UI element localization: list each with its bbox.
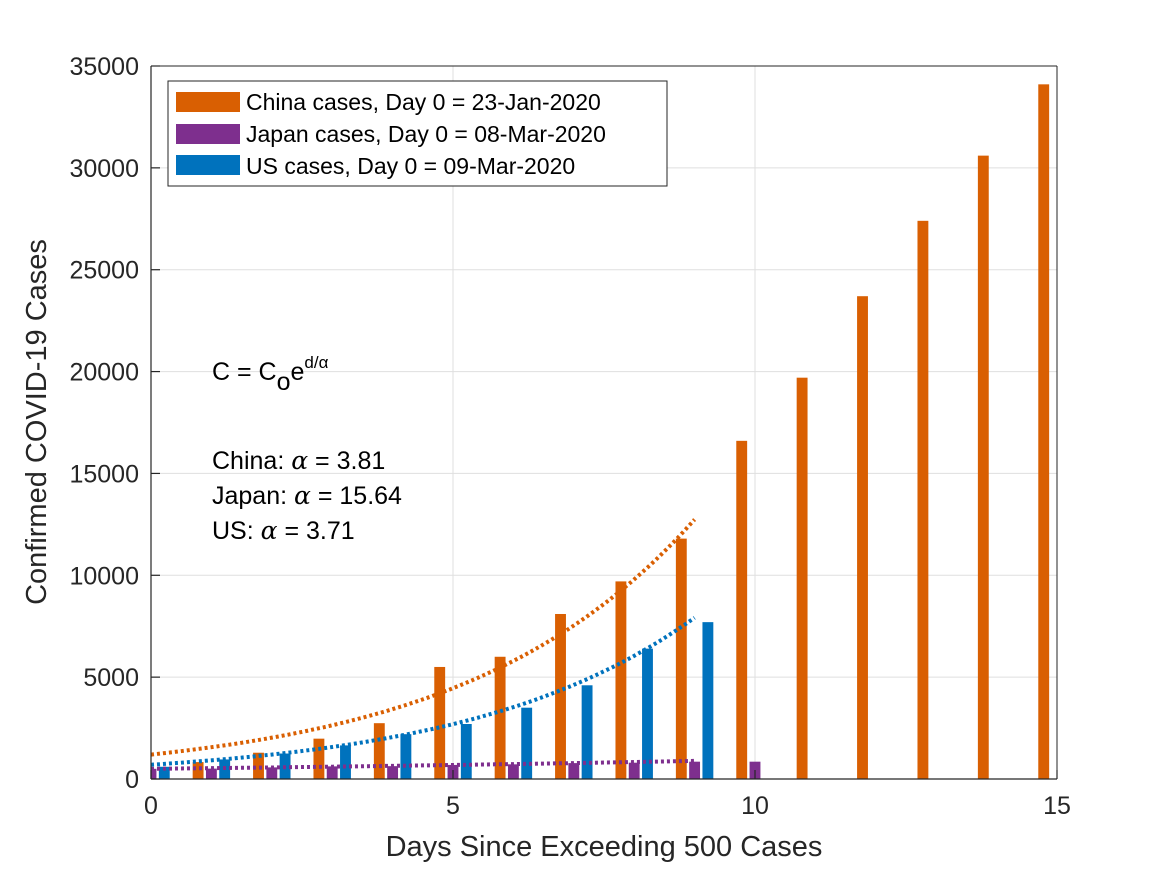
bar-japan-day-7 xyxy=(568,763,580,779)
fit-curve-japan xyxy=(150,758,695,771)
bar-japan-day-9 xyxy=(689,761,701,779)
bar-china-day-9 xyxy=(675,538,687,779)
alpha-china: China: α = 3.81 xyxy=(212,446,385,475)
x-tick-label: 0 xyxy=(144,792,158,820)
formula-exponent: d/α xyxy=(304,353,328,372)
bar-china-day-13 xyxy=(917,220,929,779)
x-axis-label: Days Since Exceeding 500 Cases xyxy=(386,831,823,863)
bar-japan-day-3 xyxy=(326,766,338,779)
legend-box xyxy=(167,80,668,187)
bar-china-day-2 xyxy=(253,752,264,779)
axes xyxy=(150,65,1058,780)
bar-china-day-5 xyxy=(434,666,446,779)
bar-china-day-15 xyxy=(1038,84,1050,779)
fit-curves xyxy=(150,518,697,771)
legend-swatch-us xyxy=(176,155,240,175)
x-tick-label: 5 xyxy=(446,792,460,820)
bar-china-day-7 xyxy=(555,613,566,779)
bar-japan-day-8 xyxy=(628,762,640,779)
x-tick-label: 15 xyxy=(1043,792,1071,820)
formula-lhs: C = C xyxy=(212,358,277,386)
legend: China cases, Day 0 = 23-Jan-2020 Japan c… xyxy=(167,80,668,187)
bar-china-day-4 xyxy=(373,723,385,779)
bar-china-day-11 xyxy=(796,377,808,779)
tick-labels: 0 5 10 15 0 5000 10000 15000 20000 25000 30000 3500… xyxy=(69,53,1070,820)
fit-curve-china xyxy=(150,518,697,757)
bar-us-day-0 xyxy=(158,766,170,779)
bar-japan-day-2 xyxy=(266,767,278,779)
bar-japan-day-1 xyxy=(205,768,217,779)
bar-us-day-4 xyxy=(400,734,412,779)
legend-entry-us: US cases, Day 0 = 09-Mar-2020 xyxy=(246,153,575,179)
legend-swatch-china xyxy=(176,92,240,112)
bar-us-day-3 xyxy=(340,745,351,779)
legend-entry-china: China cases, Day 0 = 23-Jan-2020 xyxy=(246,89,601,115)
x-tick-label: 10 xyxy=(741,792,769,820)
bar-japan-day-6 xyxy=(507,764,519,779)
y-tick-label: 15000 xyxy=(69,460,139,488)
bar-us-day-8 xyxy=(642,648,653,779)
y-tick-label: 35000 xyxy=(69,53,139,81)
y-tick-label: 5000 xyxy=(83,664,139,692)
alpha-japan: Japan: α = 15.64 xyxy=(212,481,402,510)
bar-china-day-6 xyxy=(494,656,506,779)
bar-china-day-1 xyxy=(192,762,204,779)
alpha-us: US: α = 3.71 xyxy=(212,516,355,545)
bar-china-day-12 xyxy=(857,296,868,779)
bar-us-day-9 xyxy=(702,622,714,779)
bar-japan-day-4 xyxy=(387,766,399,779)
bar-china-day-10 xyxy=(736,440,748,779)
bar-us-day-7 xyxy=(581,685,593,779)
formula-annotation: C = Coed/α xyxy=(212,353,329,396)
y-axis-label: Confirmed COVID-19 Cases xyxy=(21,239,53,605)
bar-us-day-5 xyxy=(460,723,472,779)
bar-china-day-8 xyxy=(615,581,627,779)
bar-japan-day-0 xyxy=(151,768,157,779)
formula-base: e xyxy=(291,358,305,386)
y-tick-label: 25000 xyxy=(69,257,139,285)
y-tick-label: 30000 xyxy=(69,155,139,183)
bar-china-day-3 xyxy=(313,738,325,779)
legend-entry-japan: Japan cases, Day 0 = 08-Mar-2020 xyxy=(246,121,606,147)
fit-curve-us xyxy=(150,616,696,767)
y-tick-label: 10000 xyxy=(69,562,139,590)
bar-us-day-6 xyxy=(521,707,533,779)
y-tick-label: 20000 xyxy=(69,359,139,387)
y-tick-label: 0 xyxy=(125,766,139,794)
bar-china-day-14 xyxy=(977,155,989,780)
formula-subscript: o xyxy=(277,368,291,396)
bars xyxy=(151,84,1050,780)
legend-swatch-japan xyxy=(176,124,240,144)
